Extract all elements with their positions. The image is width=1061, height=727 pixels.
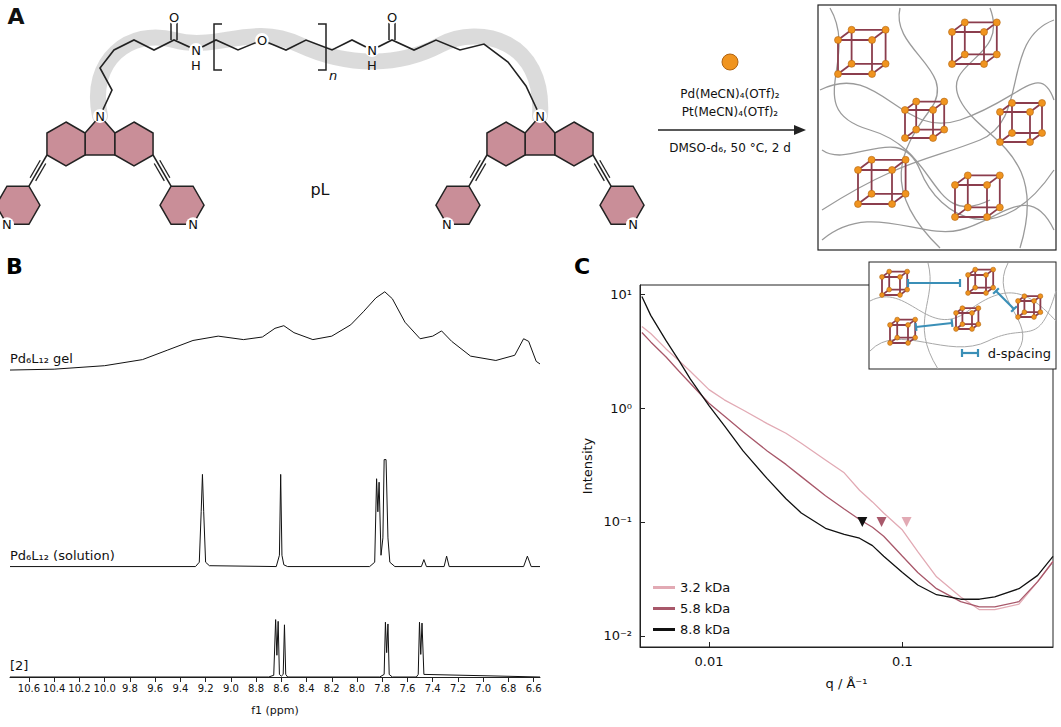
svg-text:6.8: 6.8 xyxy=(500,683,516,694)
svg-text:10¹: 10¹ xyxy=(610,287,632,302)
svg-text:N: N xyxy=(2,217,12,232)
svg-text:10.4: 10.4 xyxy=(43,683,65,694)
svg-text:3.2 kDa: 3.2 kDa xyxy=(680,580,730,595)
svg-text:d-spacing: d-spacing xyxy=(988,346,1051,361)
svg-text:C: C xyxy=(574,255,590,279)
svg-text:5.8 kDa: 5.8 kDa xyxy=(680,601,730,616)
svg-text:Intensity: Intensity xyxy=(580,437,595,494)
svg-text:8.8: 8.8 xyxy=(248,683,264,694)
svg-text:10⁻²: 10⁻² xyxy=(603,628,632,643)
svg-text:10⁰: 10⁰ xyxy=(610,401,632,416)
svg-text:9.0: 9.0 xyxy=(223,683,239,694)
svg-text:N: N xyxy=(535,109,545,124)
svg-text:6.6: 6.6 xyxy=(526,683,542,694)
svg-text:B: B xyxy=(6,255,23,279)
svg-text:N: N xyxy=(191,43,201,58)
svg-text:n: n xyxy=(329,68,337,83)
svg-text:DMSO-d₆, 50 °C, 2 d: DMSO-d₆, 50 °C, 2 d xyxy=(669,141,791,155)
svg-text:8.8 kDa: 8.8 kDa xyxy=(680,622,730,637)
svg-text:O: O xyxy=(387,10,397,25)
svg-text:0.01: 0.01 xyxy=(695,654,724,669)
svg-text:10.6: 10.6 xyxy=(18,683,40,694)
svg-text:N: N xyxy=(628,217,638,232)
svg-text:9.4: 9.4 xyxy=(172,683,188,694)
svg-text:H: H xyxy=(191,58,201,73)
svg-text:A: A xyxy=(7,4,24,29)
svg-text:N: N xyxy=(367,43,377,58)
svg-text:10.0: 10.0 xyxy=(94,683,116,694)
svg-text:N: N xyxy=(442,217,452,232)
svg-text:8.4: 8.4 xyxy=(299,683,315,694)
svg-text:Pt(MeCN)₄(OTf)₂: Pt(MeCN)₄(OTf)₂ xyxy=(682,105,779,119)
svg-text:q / Å⁻¹: q / Å⁻¹ xyxy=(826,676,868,691)
svg-text:10⁻¹: 10⁻¹ xyxy=(603,514,632,529)
svg-text:8.0: 8.0 xyxy=(349,683,365,694)
svg-text:O: O xyxy=(169,10,179,25)
svg-text:9.6: 9.6 xyxy=(147,683,163,694)
svg-text:9.2: 9.2 xyxy=(198,683,214,694)
svg-text:8.2: 8.2 xyxy=(324,683,340,694)
svg-text:8.6: 8.6 xyxy=(273,683,289,694)
svg-text:O: O xyxy=(257,33,267,48)
svg-text:Pd₆L₁₂ gel: Pd₆L₁₂ gel xyxy=(10,351,73,366)
svg-text:f1 (ppm): f1 (ppm) xyxy=(251,704,299,717)
svg-text:7.0: 7.0 xyxy=(475,683,491,694)
svg-text:pL: pL xyxy=(310,180,329,199)
svg-text:7.2: 7.2 xyxy=(450,683,466,694)
svg-text:9.8: 9.8 xyxy=(122,683,138,694)
svg-text:7.8: 7.8 xyxy=(374,683,390,694)
svg-text:7.6: 7.6 xyxy=(400,683,416,694)
svg-text:N: N xyxy=(95,109,105,124)
svg-text:Pd₆L₁₂ (solution): Pd₆L₁₂ (solution) xyxy=(10,548,115,563)
svg-text:7.4: 7.4 xyxy=(425,683,441,694)
svg-text:0.1: 0.1 xyxy=(892,654,913,669)
svg-text:10.2: 10.2 xyxy=(68,683,90,694)
svg-text:N: N xyxy=(188,217,198,232)
svg-text:[2]: [2] xyxy=(10,658,28,673)
svg-text:Pd(MeCN)₄(OTf)₂: Pd(MeCN)₄(OTf)₂ xyxy=(680,87,779,101)
svg-text:H: H xyxy=(367,58,377,73)
